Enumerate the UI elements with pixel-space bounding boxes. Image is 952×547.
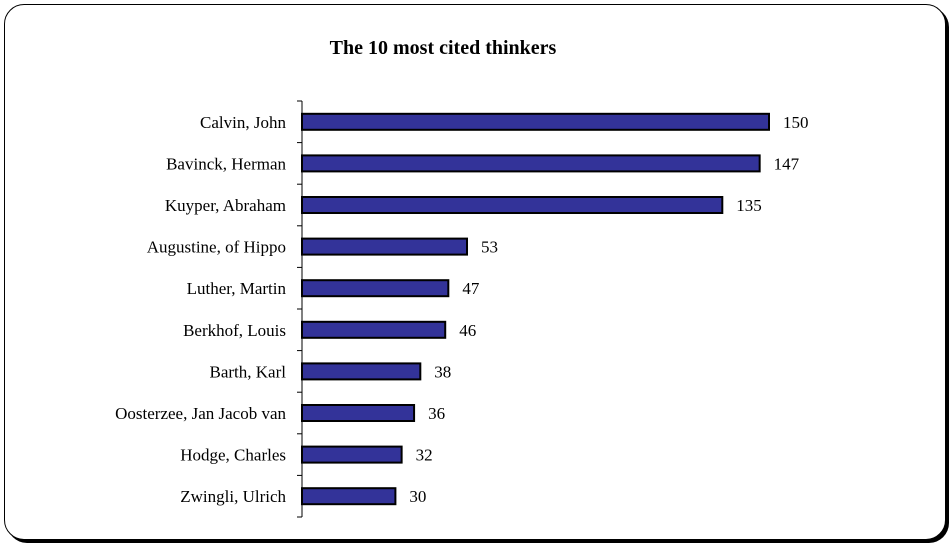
bar [301,196,724,214]
data-label: 47 [462,279,480,298]
data-label: 53 [481,238,498,257]
bar [301,445,403,464]
category-label: Oosterzee, Jan Jacob van [115,404,286,423]
bar [301,404,416,422]
bar [301,487,397,506]
bar [301,237,469,256]
bars [301,112,770,506]
category-label: Berkhof, Louis [183,321,286,340]
labels: Calvin, John 150 Bavinck, Herman 147 Kuyper,… [115,113,808,506]
data-label: 150 [783,113,809,132]
data-label: 38 [434,362,451,381]
data-label: 147 [774,154,800,173]
chart-title: The 10 most cited thinkers [330,37,557,59]
data-label: 30 [409,487,426,506]
bar [301,112,770,131]
data-label: 135 [736,196,762,215]
data-label: 36 [428,404,445,423]
category-label: Zwingli, Ulrich [180,487,286,506]
category-label: Augustine, of Hippo [147,238,286,257]
bar [301,154,761,173]
chart-frame [4,4,946,540]
bar [301,362,422,381]
bar [301,279,450,298]
category-label: Calvin, John [200,113,286,132]
data-label: 46 [459,321,476,340]
category-label: Hodge, Charles [180,446,286,465]
category-label: Kuyper, Abraham [165,196,286,215]
category-label: Bavinck, Herman [166,154,286,173]
data-label: 32 [416,446,433,465]
category-label: Barth, Karl [210,362,287,381]
bar [301,320,447,339]
category-label: Luther, Martin [187,279,287,298]
